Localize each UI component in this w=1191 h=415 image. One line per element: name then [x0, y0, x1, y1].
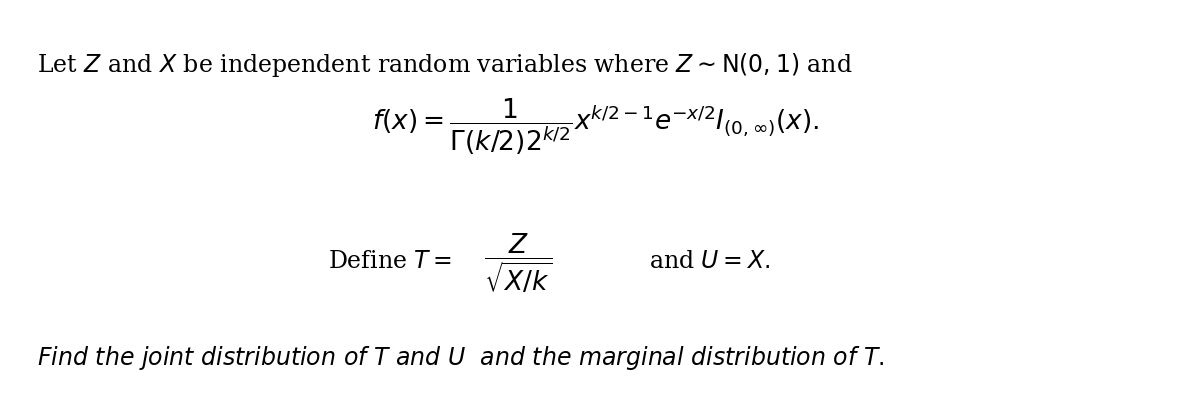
- Text: $\dfrac{Z}{\sqrt{X/k}}$: $\dfrac{Z}{\sqrt{X/k}}$: [485, 231, 553, 295]
- Text: and $U = X.$: and $U = X.$: [649, 249, 771, 273]
- Text: Define $T = $: Define $T = $: [329, 249, 453, 273]
- Text: Let $Z$ and $X$ be independent random variables where $Z \sim \mathrm{N}(0,1)$ a: Let $Z$ and $X$ be independent random va…: [37, 51, 853, 79]
- Text: $\mathit{Find\ the\ joint\ distribution\ of}$ $T$ $\mathit{and}$ $U$ $\mathit{\ : $\mathit{Find\ the\ joint\ distribution\…: [37, 344, 885, 372]
- Text: $f(x) = \dfrac{1}{\Gamma(k/2)2^{k/2}}x^{k/2-1}e^{-x/2}I_{(0,\infty)}(x).$: $f(x) = \dfrac{1}{\Gamma(k/2)2^{k/2}}x^{…: [372, 97, 819, 157]
